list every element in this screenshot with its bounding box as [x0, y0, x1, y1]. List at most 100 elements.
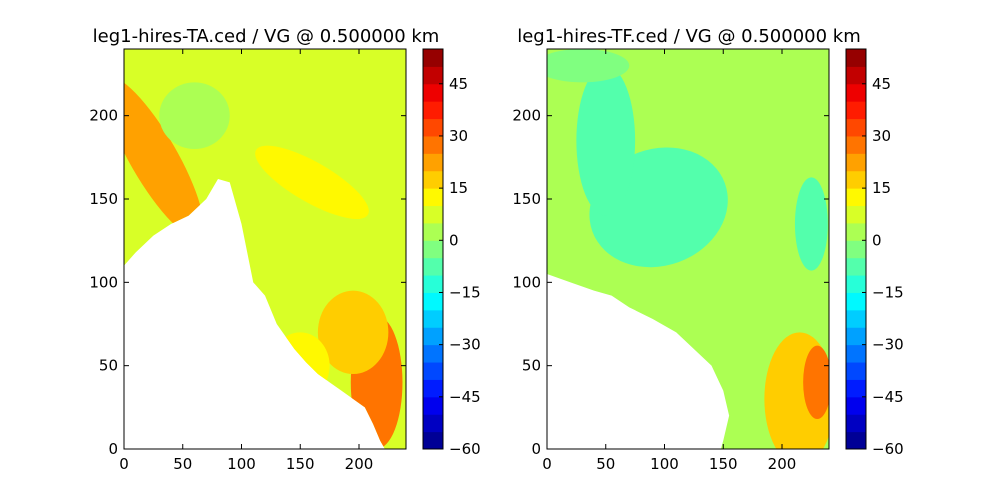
- contour-blob: [124, 77, 204, 238]
- contour-blob: [317, 290, 389, 375]
- panel-tf: leg1-hires-TF.ced / VG @ 0.500000 km 0 50…: [512, 26, 903, 473]
- contour-blob: [547, 49, 630, 83]
- colorbar-tick-label: 0: [449, 231, 459, 249]
- colorbar-tick-label: 45: [872, 75, 891, 93]
- colorbar-tick-label: −45: [872, 388, 904, 406]
- panel-ta-x-ticks: 0 50 100 150 200: [119, 49, 373, 473]
- colorbar-tick-label: 30: [449, 127, 468, 145]
- colorbar-tick-label: −30: [449, 336, 481, 354]
- colorbar-band: [423, 222, 443, 241]
- colorbar-band: [423, 309, 443, 328]
- colorbar-band: [423, 101, 443, 120]
- colorbar-tick-label: −15: [872, 283, 904, 301]
- y-tick-label: 0: [108, 440, 118, 458]
- colorbar-tick-label: 45: [449, 75, 468, 93]
- colorbar-band: [846, 327, 866, 346]
- colorbar-band: [846, 66, 866, 85]
- x-tick-label: 0: [542, 455, 552, 473]
- colorbar-band: [423, 188, 443, 207]
- colorbar-band: [423, 170, 443, 189]
- colorbar-band: [423, 66, 443, 85]
- colorbar-band: [423, 396, 443, 415]
- panel-ta-title: leg1-hires-TA.ced / VG @ 0.500000 km: [93, 26, 440, 47]
- colorbar-band: [423, 49, 443, 67]
- y-tick-label: 200: [512, 107, 541, 125]
- y-tick-label: 0: [531, 440, 541, 458]
- panel-ta-plot-area: [123, 48, 407, 450]
- x-tick-label: 100: [650, 455, 679, 473]
- colorbar-band: [846, 431, 866, 450]
- colorbar-band: [846, 101, 866, 120]
- x-tick-label: 100: [227, 455, 256, 473]
- colorbar-band: [423, 327, 443, 346]
- colorbar-band: [846, 135, 866, 154]
- colorbar-band: [846, 292, 866, 311]
- panel-tf-colorbar: −60 −45 −30 −15 0 15 30 45: [845, 48, 904, 458]
- colorbar-frame: [422, 48, 444, 450]
- panel-tf-title: leg1-hires-TF.ced / VG @ 0.500000 km: [517, 26, 861, 47]
- colorbar-band: [846, 275, 866, 293]
- colorbar-frame: [845, 48, 867, 450]
- colorbar-band: [846, 396, 866, 415]
- colorbar-band: [423, 414, 443, 433]
- colorbar-band: [423, 292, 443, 311]
- colorbar-band: [846, 379, 866, 398]
- colorbar-band: [846, 222, 866, 241]
- panel-ta-y-ticks: 0 50 100 150 200: [89, 107, 406, 458]
- colorbar-band: [423, 118, 443, 137]
- colorbar-band: [846, 414, 866, 433]
- panel-tf-x-ticks: 0 50 100 150 200: [542, 49, 796, 473]
- colorbar-tick-label: −60: [449, 440, 481, 458]
- colorbar-band: [423, 362, 443, 380]
- colorbar-band: [846, 257, 866, 276]
- y-tick-label: 100: [512, 273, 541, 291]
- x-tick-label: 200: [768, 455, 797, 473]
- colorbar-band: [846, 170, 866, 189]
- colorbar-band: [846, 49, 866, 67]
- x-tick-label: 150: [286, 455, 315, 473]
- colorbar-band: [846, 309, 866, 328]
- colorbar-tick-label: −30: [872, 336, 904, 354]
- panel-tf-plot-area: [546, 48, 830, 450]
- colorbar-band: [846, 205, 866, 224]
- x-tick-label: 200: [345, 455, 374, 473]
- colorbar-band: [423, 344, 443, 363]
- x-tick-label: 150: [709, 455, 738, 473]
- contour-blob: [794, 177, 828, 271]
- colorbar-band: [423, 257, 443, 276]
- y-tick-label: 100: [89, 273, 118, 291]
- colorbar-band: [846, 83, 866, 102]
- panel-ta-colorbar: −60 −45 −30 −15 0 15 30 45: [422, 48, 481, 458]
- contour-blob: [159, 82, 230, 149]
- colorbar-tick-label: 15: [872, 179, 891, 197]
- colorbar-band: [423, 135, 443, 154]
- colorbar-tick-label: 15: [449, 179, 468, 197]
- colorbar-band: [423, 379, 443, 398]
- colorbar-band: [846, 188, 866, 207]
- panel-tf-y-ticks: 0 50 100 150 200: [512, 107, 829, 458]
- colorbar-tick-label: 0: [872, 231, 882, 249]
- colorbar-band: [423, 240, 443, 259]
- colorbar-band: [423, 431, 443, 450]
- contour-blob: [803, 345, 829, 420]
- axes-frame: [123, 48, 407, 450]
- colorbar-tick-label: −60: [872, 440, 904, 458]
- colorbar-band: [846, 118, 866, 137]
- colorbar-band: [423, 205, 443, 224]
- colorbar-tick-label: 30: [872, 127, 891, 145]
- colorbar-band: [846, 240, 866, 259]
- colorbar-band: [846, 344, 866, 363]
- contour-blob: [576, 65, 636, 216]
- y-tick-label: 150: [89, 190, 118, 208]
- y-tick-label: 50: [99, 357, 118, 375]
- x-tick-label: 50: [596, 455, 615, 473]
- x-tick-label: 50: [173, 455, 192, 473]
- colorbar-band: [423, 275, 443, 293]
- colorbar-band: [423, 83, 443, 102]
- y-tick-label: 150: [512, 190, 541, 208]
- colorbar-tick-label: −45: [449, 388, 481, 406]
- axes-frame: [546, 48, 830, 450]
- colorbar-band: [423, 153, 443, 172]
- panel-ta: leg1-hires-TA.ced / VG @ 0.500000 km 0 50…: [89, 26, 481, 473]
